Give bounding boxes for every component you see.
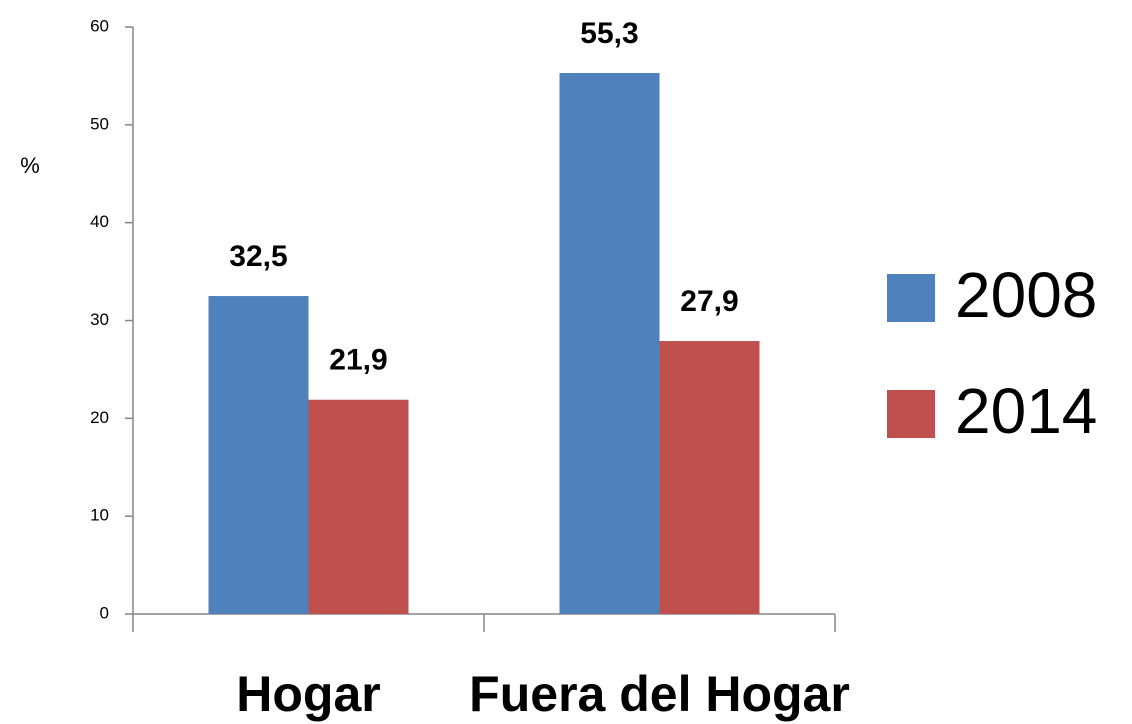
value-label: 27,9	[680, 285, 738, 318]
y-tick-label: 60	[90, 16, 109, 35]
bar	[308, 399, 409, 614]
y-tick-label: 30	[90, 310, 109, 329]
x-tick-label: Fuera del Hogar	[469, 666, 850, 722]
value-label: 55,3	[580, 17, 638, 50]
y-tick-label: 50	[90, 114, 109, 133]
y-tick-label: 40	[90, 212, 109, 231]
legend-label: 2014	[955, 375, 1097, 447]
bar	[659, 341, 760, 614]
y-tick-label: 20	[90, 408, 109, 427]
y-tick-label: 0	[100, 603, 109, 622]
bar	[208, 296, 309, 614]
legend-label: 2008	[955, 259, 1097, 331]
value-label: 21,9	[329, 344, 387, 377]
y-tick-label: 10	[90, 506, 109, 525]
y-axis-label: %	[20, 153, 40, 178]
bar	[559, 72, 660, 614]
legend-swatch	[887, 390, 935, 438]
legend-swatch	[887, 274, 935, 322]
value-label: 32,5	[229, 240, 287, 273]
x-tick-label: Hogar	[236, 666, 380, 722]
